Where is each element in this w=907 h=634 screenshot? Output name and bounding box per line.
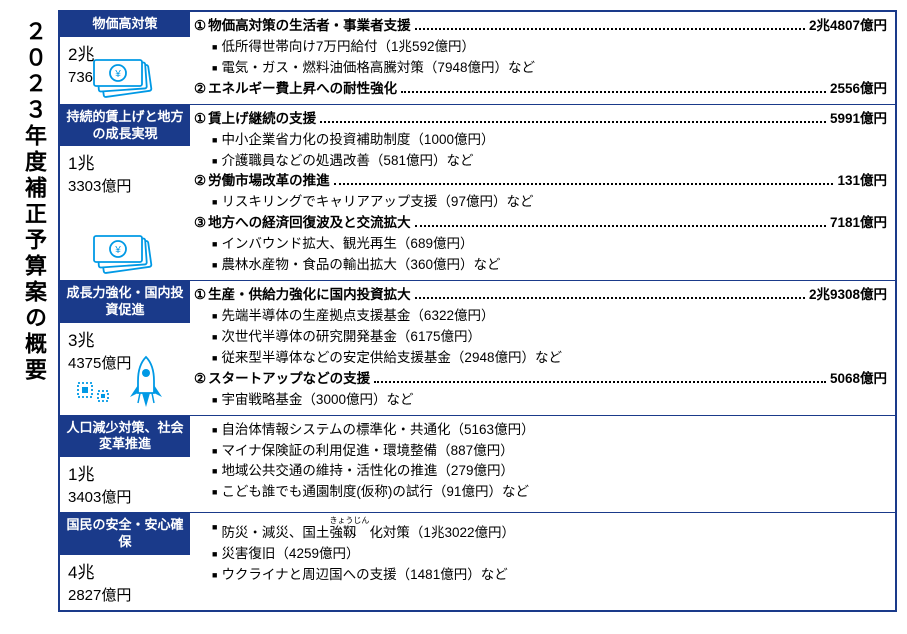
item-number: ① [194,109,206,130]
budget-sub-item: インバウンド拡大、観光再生（689億円） [212,234,887,255]
svg-text:¥: ¥ [114,245,121,256]
category-header: 国民の安全・安心確保 [60,513,190,555]
budget-sub-item: 従来型半導体などの安定供給支援基金（2948億円）など [212,348,887,369]
budget-section: 持続的賃上げと地方の成長実現1兆3303億円 ¥ ①賃上げ継続の支援 5991億円… [60,105,895,281]
budget-sub-item: 次世代半導体の研究開発基金（6175億円） [212,327,887,348]
item-number: ① [194,16,206,37]
section-details: 防災・減災、国土きょうじん強靱化対策（1兆3022億円）災害復旧（4259億円）… [190,513,895,610]
budget-sub-item: 自治体情報システムの標準化・共通化（5163億円） [212,420,887,441]
item-number: ③ [194,213,206,234]
item-number: ② [194,79,206,100]
budget-sub-item: ウクライナと周辺国への支援（1481億円）など [212,565,887,586]
category-header: 成長力強化・国内投資促進 [60,281,190,323]
category-amount: 1兆3403億円 [60,457,190,512]
budget-sub-item: 中小企業省力化の投資補助制度（1000億円） [212,130,887,151]
category-amount: 2兆7363億円 [60,37,190,92]
category-header: 人口減少対策、社会変革推進 [60,416,190,458]
money-icon: ¥ [60,226,190,276]
item-value: 2556億円 [830,79,887,100]
category-header: 物価高対策 [60,12,190,37]
item-label: 地方への経済回復波及と交流拡大 [208,213,411,234]
section-details: ①賃上げ継続の支援 5991億円中小企業省力化の投資補助制度（1000億円）介護職… [190,105,895,280]
item-value: 131億円 [837,171,887,192]
budget-sub-item: 低所得世帯向け7万円給付（1兆592億円） [212,37,887,58]
section-details: 自治体情報システムの標準化・共通化（5163億円）マイナ保険証の利用促進・環境整… [190,416,895,513]
budget-sub-item: マイナ保険証の利用促進・環境整備（887億円） [212,441,887,462]
budget-sub-item: リスキリングでキャリアアップ支援（97億円）など [212,192,887,213]
category-amount: 3兆4375億円 [60,323,190,378]
item-value: 5991億円 [830,109,887,130]
budget-item: ①物価高対策の生活者・事業者支援 2兆4807億円 [194,16,887,37]
budget-item: ②エネルギー費上昇への耐性強化 2556億円 [194,79,887,100]
budget-sub-item: 防災・減災、国土きょうじん強靱化対策（1兆3022億円） [212,517,887,544]
budget-section: 人口減少対策、社会変革推進1兆3403億円自治体情報システムの標準化・共通化（5… [60,416,895,514]
section-details: ①生産・供給力強化に国内投資拡大 2兆9308億円先端半導体の生産拠点支援基金（6… [190,281,895,415]
item-value: 2兆9308億円 [809,285,887,306]
item-label: スタートアップなどの支援 [208,369,370,390]
item-number: ② [194,171,206,192]
section-details: ①物価高対策の生活者・事業者支援 2兆4807億円低所得世帯向け7万円給付（1兆5… [190,12,895,104]
budget-section: 物価高対策2兆7363億円 ¥ ①物価高対策の生活者・事業者支援2兆4807億円… [60,12,895,105]
category-header: 持続的賃上げと地方の成長実現 [60,105,190,147]
item-value: 2兆4807億円 [809,16,887,37]
item-label: 労働市場改革の推進 [208,171,330,192]
page-title: ２０２３年度補正予算案の概要 [10,10,58,612]
item-value: 5068億円 [830,369,887,390]
budget-sub-item: 介護職員などの処遇改善（581億円）など [212,151,887,172]
item-label: 生産・供給力強化に国内投資拡大 [208,285,411,306]
budget-sub-item: 地域公共交通の維持・活性化の推進（279億円） [212,461,887,482]
item-number: ② [194,369,206,390]
budget-section: 成長力強化・国内投資促進3兆4375億円 ①生産・供給力強化に国内投資拡大 2兆9… [60,281,895,416]
item-label: エネルギー費上昇への耐性強化 [208,79,397,100]
budget-item: ①賃上げ継続の支援 5991億円 [194,109,887,130]
budget-sub-item: 災害復旧（4259億円） [212,544,887,565]
budget-sub-item: 先端半導体の生産拠点支援基金（6322億円） [212,306,887,327]
budget-section: 国民の安全・安心確保4兆2827億円防災・減災、国土きょうじん強靱化対策（1兆3… [60,513,895,610]
budget-sub-item: 電気・ガス・燃料油価格高騰対策（7948億円）など [212,58,887,79]
budget-item: ②スタートアップなどの支援 5068億円 [194,369,887,390]
budget-item: ②労働市場改革の推進 131億円 [194,171,887,192]
budget-sub-item: 農林水産物・食品の輸出拡大（360億円）など [212,255,887,276]
item-label: 物価高対策の生活者・事業者支援 [208,16,411,37]
budget-item: ③地方への経済回復波及と交流拡大 7181億円 [194,213,887,234]
budget-sub-item: こども誰でも通園制度(仮称)の試行（91億円）など [212,482,887,503]
category-amount: 1兆3303億円 [60,146,190,201]
budget-table: 物価高対策2兆7363億円 ¥ ①物価高対策の生活者・事業者支援2兆4807億円… [58,10,897,612]
item-value: 7181億円 [830,213,887,234]
item-label: 賃上げ継続の支援 [208,109,316,130]
budget-item: ①生産・供給力強化に国内投資拡大 2兆9308億円 [194,285,887,306]
category-amount: 4兆2827億円 [60,555,190,610]
budget-sub-item: 宇宙戦略基金（3000億円）など [212,390,887,411]
item-number: ① [194,285,206,306]
